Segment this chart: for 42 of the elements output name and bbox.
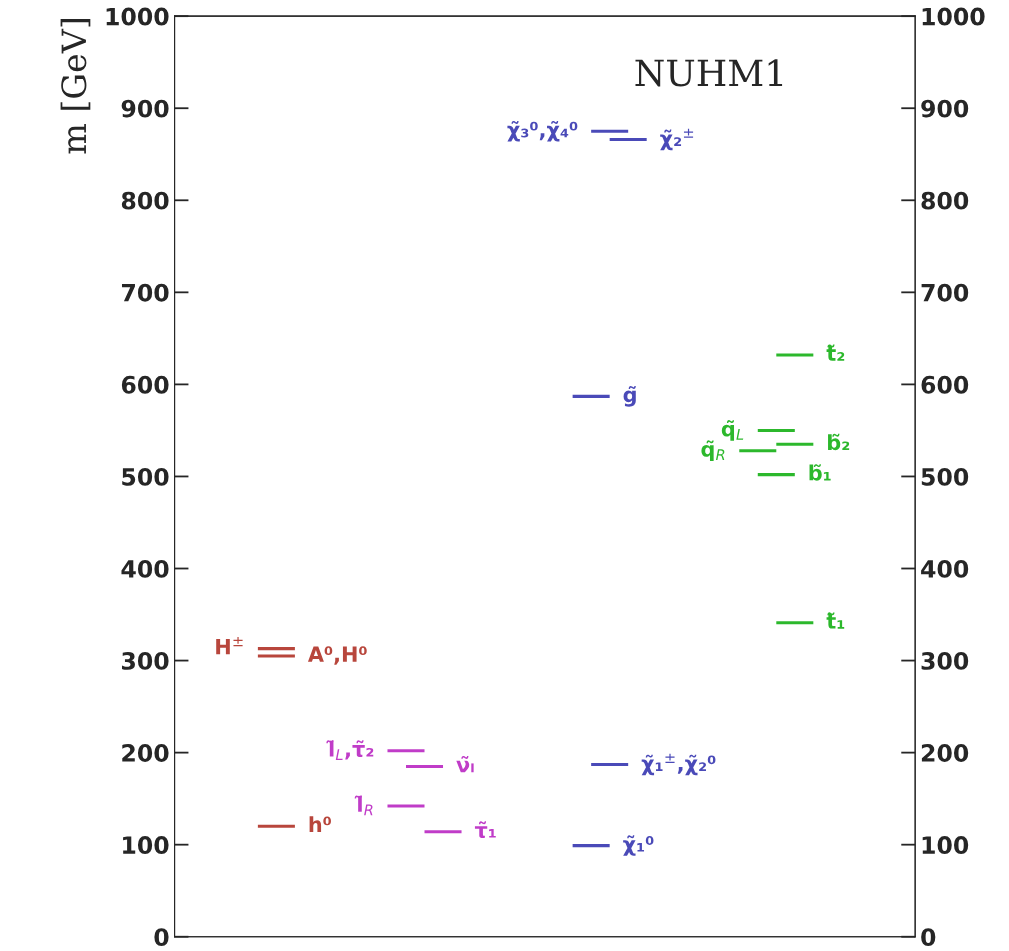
series-label: χ̃₂$^{±}$ — [660, 128, 694, 151]
y2-tick-label: 100 — [922, 836, 969, 854]
y-tick-label: 0 — [154, 928, 169, 947]
y2-tick-label: 200 — [921, 744, 969, 762]
y2-tick-label: 900 — [921, 99, 969, 118]
y-tick-label: 900 — [121, 99, 169, 118]
y2-tick-label: 800 — [921, 191, 969, 210]
y2-tick-label: 0 — [921, 928, 936, 947]
series-label: l̃$_{L}$,τ̃₂ — [326, 740, 374, 760]
series-label: q̃$_{L}$ — [721, 420, 744, 441]
y2-tick-label: 700 — [921, 283, 969, 302]
series-label: h⁰ — [309, 816, 331, 833]
y2-tick-label: 400 — [921, 559, 969, 578]
series-label: χ̃₁$^{±}$,χ̃₂⁰ — [641, 753, 716, 776]
series-label: l̃$_{R}$ — [354, 795, 373, 816]
annotation: NUHM1 — [635, 59, 783, 87]
y2-tick-label: 600 — [921, 375, 969, 394]
series-label: ν̃ₗ — [456, 755, 474, 773]
series-label: t̃₁ — [826, 612, 845, 629]
y-tick-label: 700 — [121, 283, 169, 302]
series-label: q̃$_{R}$ — [701, 440, 725, 461]
y-tick-label: 500 — [122, 467, 169, 486]
y2-tick-label: 500 — [921, 467, 969, 486]
y-axis-title: m [GeV] — [60, 19, 91, 154]
series-label: χ̃₁⁰ — [623, 835, 654, 856]
series-label: τ̃₁ — [474, 821, 496, 838]
y-tick-label: 800 — [121, 191, 169, 210]
series-label: t̃₂ — [826, 344, 845, 361]
y-tick-label: 100 — [123, 836, 169, 854]
y-tick-label: 600 — [121, 375, 169, 394]
series-label: H$^{±}$ — [216, 637, 243, 655]
y2-tick-label: 300 — [921, 652, 969, 670]
y-tick-label: 400 — [121, 559, 169, 578]
series-label: A⁰,H⁰ — [307, 646, 367, 665]
series-label: g̃ — [623, 386, 636, 407]
y2-tick-label: 1000 — [922, 7, 985, 26]
y-tick-label: 300 — [121, 652, 169, 670]
y-tick-label: 1000 — [106, 7, 169, 26]
y-tick-label: 200 — [122, 744, 169, 762]
series-label: b̃₁ — [809, 464, 831, 481]
series-label: χ̃₃⁰,χ̃₄⁰ — [507, 120, 578, 142]
series-label: b̃₂ — [828, 433, 850, 451]
